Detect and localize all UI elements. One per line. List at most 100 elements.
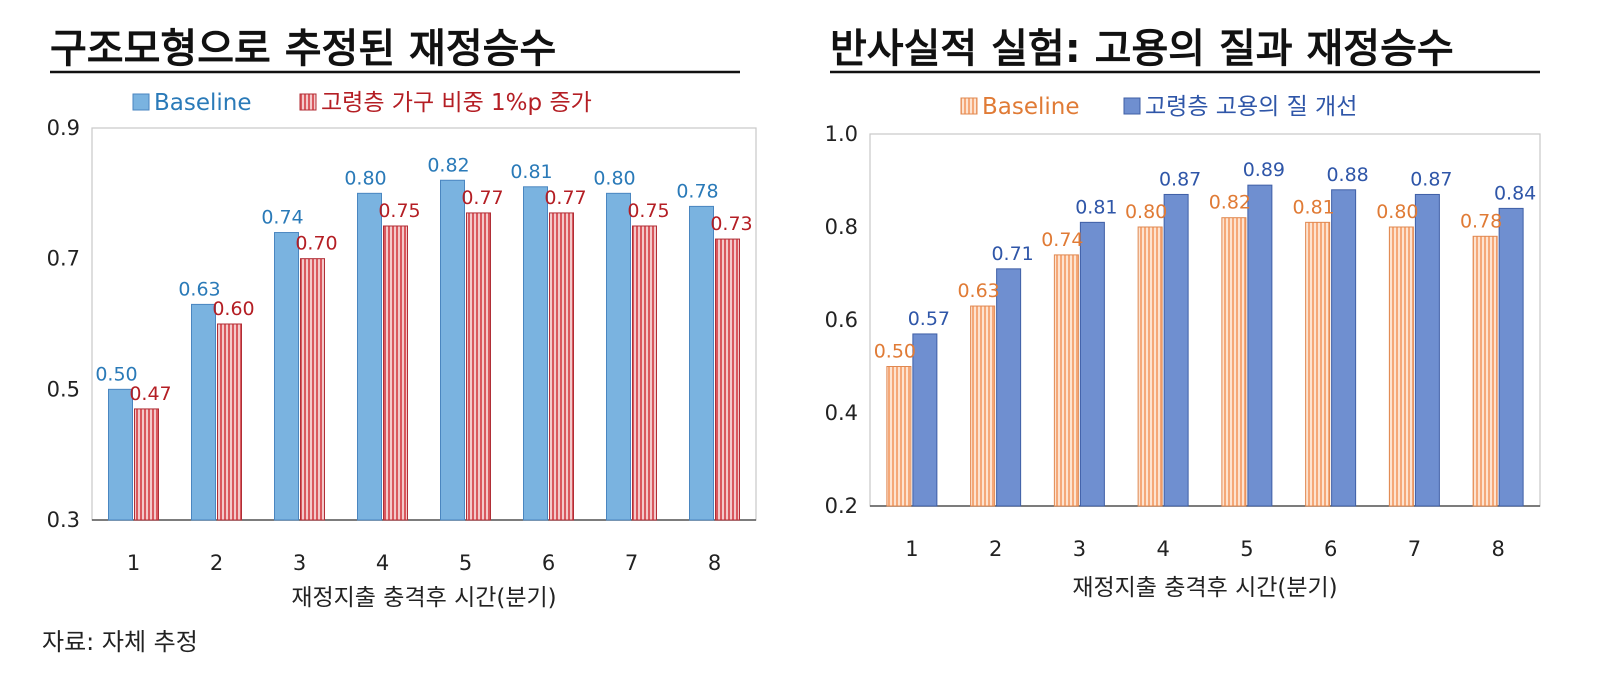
bar-series-1 (606, 192, 631, 521)
data-label-series-1: 0.80 (1376, 201, 1418, 223)
x-tick-label: 7 (625, 551, 638, 575)
y-tick-label: 0.6 (825, 308, 858, 332)
data-label-series-2: 0.73 (710, 213, 752, 235)
legend-label-baseline: Baseline (154, 90, 252, 116)
chart-left-legend: Baseline 고령층 가구 비중 1%p 증가 (132, 90, 592, 116)
y-tick-label: 0.2 (825, 494, 858, 518)
chart-right-legend: Baseline 고령층 고용의 질 개선 (960, 94, 1357, 120)
x-tick-label: 2 (210, 551, 223, 575)
data-label-series-2: 0.47 (129, 383, 171, 405)
x-tick-label: 6 (542, 551, 555, 575)
bar-series-1 (1472, 235, 1498, 507)
bar-series-1 (191, 303, 216, 521)
bar-series-1 (440, 179, 465, 521)
legend-swatch-baseline (960, 97, 978, 115)
bar-series-2 (466, 212, 491, 521)
bar-series-2 (134, 408, 159, 521)
data-label-series-2: 0.75 (627, 200, 669, 222)
x-tick-label: 4 (376, 551, 389, 575)
bar-series-1 (1221, 217, 1247, 507)
bar-series-2 (1247, 184, 1273, 507)
x-tick-label: 2 (989, 537, 1002, 561)
data-label-series-1: 0.50 (874, 341, 916, 363)
bar-series-1 (274, 232, 299, 521)
chart-right-bars (886, 184, 1524, 507)
data-label-series-1: 0.50 (95, 363, 137, 385)
data-label-series-2: 0.75 (378, 200, 420, 222)
y-tick-label: 0.8 (825, 215, 858, 239)
data-label-series-1: 0.63 (957, 280, 999, 302)
data-label-series-1: 0.81 (1292, 196, 1334, 218)
chart-right: 반사실적 실험: 고용의 질과 재정승수 Baseline 고령층 고용의 질 … (825, 26, 1541, 601)
chart-right-y-ticks: 1.0 0.8 0.6 0.4 0.2 (825, 122, 858, 518)
chart-left-x-ticks: 1 2 3 4 5 6 7 8 (127, 551, 721, 575)
y-tick-label: 1.0 (825, 122, 858, 146)
data-label-series-1: 0.63 (178, 278, 220, 300)
chart-right-x-axis-title: 재정지출 충격후 시간(분기) (1072, 575, 1337, 601)
x-tick-label: 5 (459, 551, 472, 575)
data-label-series-2: 0.84 (1494, 182, 1536, 204)
bar-series-1 (1305, 221, 1331, 507)
bar-series-2 (549, 212, 574, 521)
x-tick-label: 3 (1073, 537, 1086, 561)
chart-left-x-axis-title: 재정지출 충격후 시간(분기) (291, 585, 556, 611)
bar-series-1 (970, 305, 996, 507)
bar-series-1 (886, 366, 912, 507)
data-label-series-2: 0.70 (295, 233, 337, 255)
data-label-series-2: 0.77 (461, 187, 503, 209)
bar-series-2 (217, 323, 242, 521)
bar-series-2 (383, 225, 408, 521)
bar-series-2 (1079, 221, 1105, 507)
chart-left-title: 구조모형으로 추정된 재정승수 (50, 26, 556, 72)
x-tick-label: 1 (127, 551, 140, 575)
x-tick-label: 7 (1408, 537, 1421, 561)
x-tick-label: 1 (905, 537, 918, 561)
bar-series-2 (1414, 193, 1440, 507)
data-label-series-2: 0.87 (1159, 168, 1201, 190)
data-label-series-1: 0.80 (593, 167, 635, 189)
x-tick-label: 8 (708, 551, 721, 575)
legend-label-elderly-share: 고령층 가구 비중 1%p 증가 (321, 90, 592, 116)
y-tick-label: 0.7 (47, 247, 80, 271)
data-label-series-1: 0.80 (344, 167, 386, 189)
source-note: 자료: 자체 추정 (42, 628, 198, 656)
bar-series-2 (1498, 207, 1524, 507)
data-label-series-2: 0.87 (1410, 168, 1452, 190)
data-label-series-1: 0.81 (510, 161, 552, 183)
bar-series-1 (108, 388, 133, 521)
x-tick-label: 4 (1156, 537, 1169, 561)
y-tick-label: 0.3 (47, 508, 80, 532)
bar-series-2 (1163, 193, 1189, 507)
bar-series-1 (523, 186, 548, 521)
chart-right-x-ticks: 1 2 3 4 5 6 7 8 (905, 537, 1505, 561)
bar-series-1 (1137, 226, 1163, 507)
x-tick-label: 5 (1240, 537, 1253, 561)
data-label-series-2: 0.88 (1326, 164, 1368, 186)
legend-swatch-baseline (132, 93, 150, 111)
chart-right-value-labels: 0.50 0.63 0.74 0.80 0.82 0.81 0.80 0.78 0.57 0.71… (874, 159, 1537, 362)
data-label-series-1: 0.80 (1125, 201, 1167, 223)
bar-series-1 (689, 205, 714, 521)
data-label-series-2: 0.77 (544, 187, 586, 209)
data-label-series-1: 0.82 (1209, 192, 1251, 214)
bar-series-1 (1388, 226, 1414, 507)
data-label-series-1: 0.78 (676, 180, 718, 202)
bar-series-1 (1053, 254, 1079, 507)
data-label-series-1: 0.78 (1460, 210, 1502, 232)
bar-series-2 (912, 333, 938, 507)
chart-left-y-ticks: 0.9 0.7 0.5 0.3 (47, 116, 80, 532)
data-label-series-2: 0.57 (908, 308, 950, 330)
data-label-series-1: 0.74 (261, 207, 303, 229)
legend-label-job-quality: 고령층 고용의 질 개선 (1145, 94, 1357, 120)
data-label-series-2: 0.81 (1075, 196, 1117, 218)
data-label-series-1: 0.74 (1041, 229, 1083, 251)
bar-series-2 (1331, 189, 1357, 507)
data-label-series-2: 0.71 (991, 243, 1033, 265)
y-tick-label: 0.5 (47, 377, 80, 401)
legend-swatch-elderly-share (299, 93, 317, 111)
y-tick-label: 0.4 (825, 401, 858, 425)
data-label-series-1: 0.82 (427, 154, 469, 176)
data-label-series-2: 0.60 (212, 298, 254, 320)
chart-right-title: 반사실적 실험: 고용의 질과 재정승수 (830, 26, 1454, 72)
